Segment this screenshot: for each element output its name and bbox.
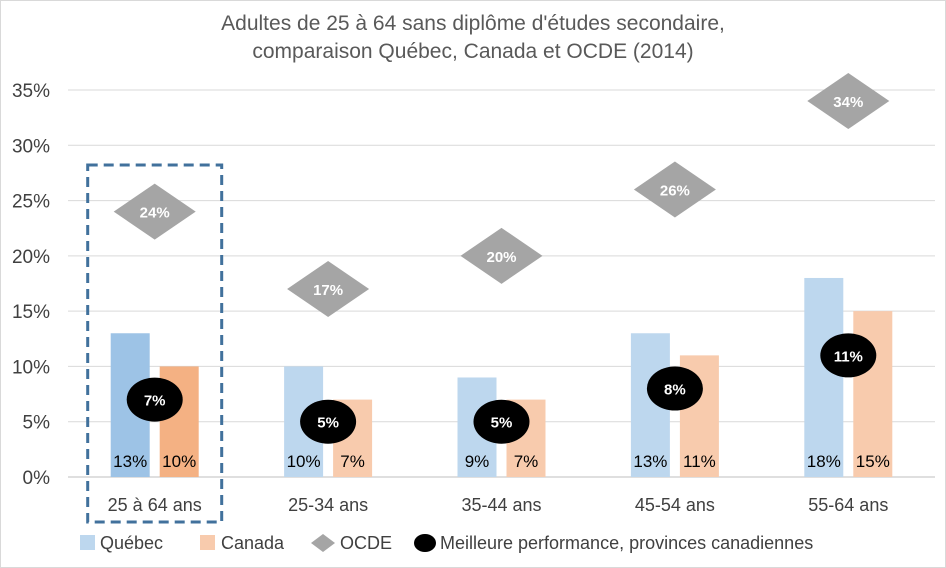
x-axis-ticks: 25 à 64 ans 25-34 ans 35-44 ans 45-54 ans 55… [108, 495, 889, 515]
legend-label-best-performance: Meilleure performance, provinces canadie… [440, 533, 813, 553]
marker-ocde-label: 24% [140, 205, 170, 222]
y-tick-label: 30% [12, 136, 50, 157]
marker-ocde-diamond [460, 227, 543, 284]
marker-ocde-diamond [287, 261, 370, 318]
bar-label-quebec: 10% [287, 452, 321, 471]
x-tick-label: 55-64 ans [808, 495, 888, 515]
bar-label-canada: 7% [340, 452, 365, 471]
y-tick-label: 5% [23, 413, 51, 434]
bar-label-quebec: 13% [633, 452, 667, 471]
legend-label-quebec: Québec [100, 533, 163, 553]
legend: Québec Canada OCDE Meilleure performance, p… [80, 533, 813, 553]
marker-ocde-diamond [113, 183, 196, 240]
y-tick-label: 25% [12, 192, 50, 213]
markers-layer: 24% 7% 17% 5% 20% 5% 26% 8% 34% 11% [113, 73, 890, 444]
marker-best-performance-label: 11% [834, 348, 863, 365]
bars-layer: 13% 10% 10% 7% 9% 7% 13% 11% 18% 15% [110, 277, 893, 477]
marker-best-performance-label: 8% [664, 382, 686, 399]
y-tick-label: 0% [23, 468, 51, 489]
marker-best-performance [820, 333, 877, 378]
marker-ocde-diamond [633, 161, 716, 218]
marker-ocde-label: 26% [660, 183, 690, 200]
legend-swatch-ocde [311, 534, 335, 552]
legend-swatch-canada [200, 535, 215, 550]
legend-label-ocde: OCDE [340, 533, 392, 553]
bar-quebec [804, 277, 844, 477]
y-axis-ticks: 0% 5% 10% 15% 20% 25% 30% 35% [12, 81, 50, 489]
legend-swatch-quebec [80, 535, 95, 550]
marker-ocde-label: 34% [833, 94, 863, 111]
marker-best-performance [300, 399, 357, 444]
highlight-dashed-box [86, 163, 224, 524]
bar-label-quebec: 13% [113, 452, 147, 471]
bar-label-canada: 10% [162, 452, 196, 471]
marker-best-performance-label: 5% [317, 415, 339, 432]
marker-ocde-diamond [807, 73, 890, 130]
legend-swatch-best-performance [414, 534, 436, 552]
marker-ocde-label: 17% [313, 282, 343, 299]
marker-best-performance [646, 366, 703, 411]
chart-title: Adultes de 25 à 64 sans diplôme d'études… [221, 12, 725, 35]
chart-subtitle: comparaison Québec, Canada et OCDE (2014… [252, 40, 694, 63]
bar-label-canada: 15% [856, 452, 890, 471]
marker-best-performance-label: 5% [491, 415, 513, 432]
legend-label-canada: Canada [221, 533, 285, 553]
marker-best-performance [473, 399, 530, 444]
x-tick-label: 25 à 64 ans [108, 495, 202, 515]
bar-label-canada: 11% [683, 452, 716, 471]
marker-best-performance [126, 377, 183, 422]
bar-label-quebec: 9% [465, 452, 490, 471]
x-tick-label: 35-44 ans [461, 495, 541, 515]
marker-ocde-label: 20% [486, 249, 516, 266]
x-tick-label: 45-54 ans [635, 495, 715, 515]
bar-label-quebec: 18% [807, 452, 841, 471]
y-tick-label: 15% [12, 302, 50, 323]
y-tick-label: 20% [12, 247, 50, 268]
highlight-layer [86, 163, 224, 524]
y-tick-label: 35% [12, 81, 50, 102]
marker-best-performance-label: 7% [144, 393, 166, 410]
y-tick-label: 10% [12, 357, 50, 378]
chart-title-block: Adultes de 25 à 64 sans diplôme d'études… [0, 10, 946, 66]
bar-label-canada: 7% [514, 452, 539, 471]
x-tick-label: 25-34 ans [288, 495, 368, 515]
